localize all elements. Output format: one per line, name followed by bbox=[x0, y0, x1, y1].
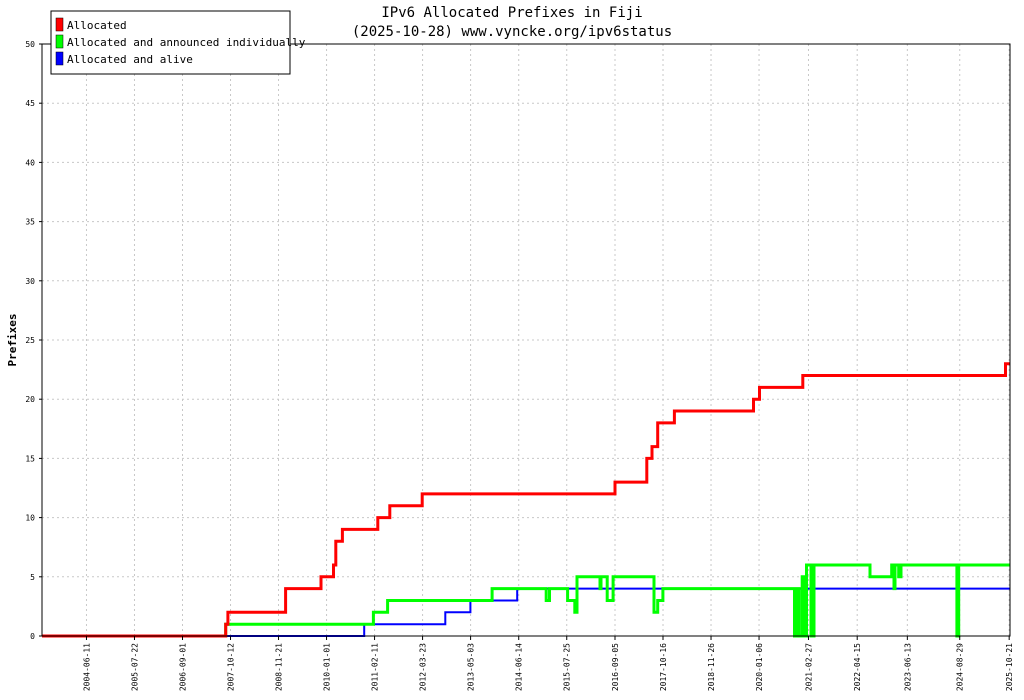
x-tick-label: 2025-10-21 bbox=[1005, 643, 1014, 691]
y-tick-label: 10 bbox=[25, 514, 35, 523]
series-line-1 bbox=[42, 362, 1010, 638]
x-tick-label: 2018-11-26 bbox=[707, 643, 716, 691]
y-tick-label: 40 bbox=[25, 158, 35, 167]
series-lines bbox=[42, 362, 1010, 638]
chart-title: IPv6 Allocated Prefixes in Fiji bbox=[381, 5, 642, 21]
x-tick-label: 2021-02-27 bbox=[804, 643, 813, 691]
x-tick-label: 2022-04-15 bbox=[853, 643, 862, 691]
x-tick-label: 2020-01-06 bbox=[755, 643, 764, 691]
legend-label: Allocated and announced individually bbox=[67, 36, 306, 49]
x-tick-label: 2008-11-21 bbox=[275, 643, 284, 691]
legend-swatch bbox=[55, 34, 64, 49]
legend-box bbox=[50, 10, 291, 75]
x-tick-label: 2004-06-11 bbox=[82, 643, 91, 691]
y-tick-label: 0 bbox=[30, 632, 35, 641]
x-tick-label: 2005-07-22 bbox=[130, 643, 139, 691]
chart-subtitle: (2025-10-28) www.vyncke.org/ipv6status bbox=[352, 24, 672, 40]
x-tick-label: 2024-08-29 bbox=[956, 643, 965, 691]
x-tick-label: 2006-09-01 bbox=[178, 643, 187, 691]
y-tick-label: 50 bbox=[25, 40, 35, 49]
axes: 0 5 10 15 20 25 30 35 40 45 50 2004-06-11 2005-07-22… bbox=[25, 40, 1014, 691]
legend-label: Allocated bbox=[67, 19, 127, 32]
x-tick-label: 2011-02-11 bbox=[371, 643, 380, 691]
series-line-3 bbox=[42, 587, 1010, 637]
grid-lines bbox=[42, 44, 1010, 636]
legend-swatch bbox=[55, 17, 64, 32]
y-tick-label: 45 bbox=[25, 99, 35, 108]
x-tick-label: 2014-06-14 bbox=[515, 643, 524, 691]
x-tick-label: 2017-10-16 bbox=[659, 643, 668, 691]
x-tick-label: 2012-03-23 bbox=[419, 643, 428, 691]
y-tick-label: 20 bbox=[25, 395, 35, 404]
x-tick-label: 2010-01-01 bbox=[323, 643, 332, 691]
y-axis-label: Prefixes bbox=[6, 314, 19, 367]
y-tick-label: 35 bbox=[25, 218, 35, 227]
legend-label: Allocated and alive bbox=[67, 53, 193, 66]
y-tick-label: 15 bbox=[25, 454, 35, 463]
legend: Allocated Allocated and announced individ… bbox=[50, 10, 306, 75]
y-tick-label: 25 bbox=[25, 336, 35, 345]
legend-swatch bbox=[55, 51, 64, 66]
y-tick-label: 30 bbox=[25, 277, 35, 286]
x-tick-label: 2007-10-12 bbox=[227, 643, 236, 691]
x-tick-label: 2015-07-25 bbox=[563, 643, 572, 691]
x-tick-label: 2013-05-03 bbox=[467, 643, 476, 691]
y-tick-label: 5 bbox=[30, 573, 35, 582]
x-tick-label: 2023-06-13 bbox=[903, 643, 912, 691]
x-tick-label: 2016-09-05 bbox=[611, 643, 620, 691]
series-line-2 bbox=[42, 563, 1010, 638]
